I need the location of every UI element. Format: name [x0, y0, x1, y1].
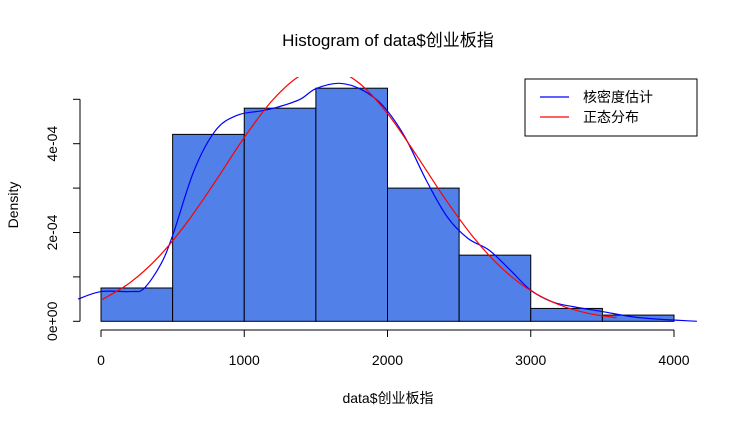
y-tick-label: 2e-04 [44, 214, 60, 250]
x-tick-label: 0 [97, 352, 105, 368]
x-tick-label: 2000 [372, 352, 403, 368]
histogram-bar [387, 187, 460, 322]
x-tick-label: 4000 [658, 352, 689, 368]
legend-box [524, 78, 698, 137]
histogram-bar [100, 287, 174, 322]
histogram-bar [601, 314, 675, 322]
y-axis-label: Density [5, 182, 21, 229]
histogram-bar [315, 87, 388, 322]
histogram-bar [243, 107, 317, 322]
histogram-bar [172, 133, 245, 322]
y-tick-label: 4e-04 [44, 126, 60, 162]
y-axis: 0e+00 2e-04 4e-04 [44, 98, 81, 341]
normal-curve [100, 77, 617, 319]
chart-title: Histogram of data$创业板指 [282, 31, 494, 50]
legend: 核密度估计 正态分布 [524, 78, 698, 137]
x-tick-label: 3000 [515, 352, 546, 368]
y-tick-label: 0e+00 [44, 301, 60, 341]
x-axis-label: data$创业板指 [342, 390, 433, 406]
legend-label-normal: 正态分布 [583, 109, 639, 125]
legend-label-kde: 核密度估计 [583, 89, 653, 105]
histogram-bar [458, 254, 532, 322]
x-axis: 0 1000 2000 3000 4000 [97, 329, 690, 368]
bars-group [100, 87, 675, 322]
x-tick-label: 1000 [229, 352, 260, 368]
curves-group [78, 77, 697, 322]
